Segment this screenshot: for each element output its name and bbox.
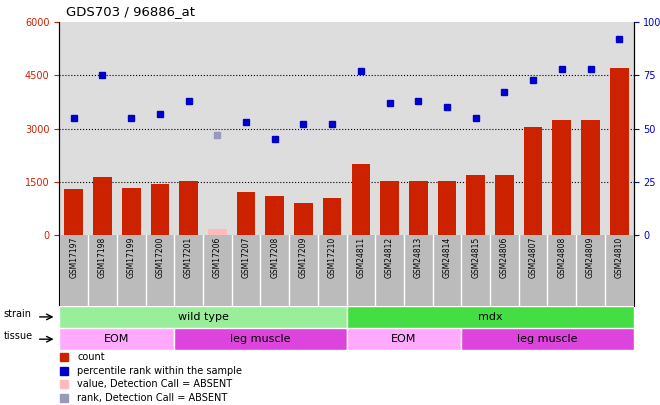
Text: GSM17206: GSM17206 xyxy=(213,237,222,278)
Text: GSM24806: GSM24806 xyxy=(500,237,509,278)
Bar xyxy=(552,120,571,235)
Text: percentile rank within the sample: percentile rank within the sample xyxy=(77,366,242,376)
Text: wild type: wild type xyxy=(178,312,228,322)
Bar xyxy=(581,120,600,235)
Bar xyxy=(495,175,513,235)
Text: GSM17198: GSM17198 xyxy=(98,237,107,278)
Text: GSM24809: GSM24809 xyxy=(586,237,595,278)
Bar xyxy=(122,188,141,235)
Bar xyxy=(610,68,628,235)
Text: mdx: mdx xyxy=(478,312,502,322)
Bar xyxy=(265,196,284,235)
Bar xyxy=(380,181,399,235)
Bar xyxy=(237,192,255,235)
Bar xyxy=(174,328,346,350)
Bar xyxy=(59,306,346,328)
Text: GSM17207: GSM17207 xyxy=(242,237,251,278)
Bar xyxy=(65,189,83,235)
Bar xyxy=(438,181,456,235)
Text: GSM24813: GSM24813 xyxy=(414,237,423,278)
Text: GSM24808: GSM24808 xyxy=(557,237,566,278)
Text: leg muscle: leg muscle xyxy=(230,334,290,344)
Bar xyxy=(323,198,341,235)
Text: value, Detection Call = ABSENT: value, Detection Call = ABSENT xyxy=(77,379,232,390)
Bar xyxy=(150,184,169,235)
Bar xyxy=(59,328,174,350)
Bar xyxy=(409,181,428,235)
Text: EOM: EOM xyxy=(391,334,416,344)
Text: rank, Detection Call = ABSENT: rank, Detection Call = ABSENT xyxy=(77,393,228,403)
Text: GSM17200: GSM17200 xyxy=(155,237,164,278)
Text: EOM: EOM xyxy=(104,334,129,344)
Text: GSM24807: GSM24807 xyxy=(529,237,538,278)
Text: leg muscle: leg muscle xyxy=(517,334,578,344)
Text: GSM24810: GSM24810 xyxy=(614,237,624,278)
Text: GSM17209: GSM17209 xyxy=(299,237,308,278)
Bar xyxy=(467,175,485,235)
Bar xyxy=(346,306,634,328)
Text: GSM17210: GSM17210 xyxy=(327,237,337,278)
Text: GSM24811: GSM24811 xyxy=(356,237,366,278)
Text: strain: strain xyxy=(3,309,31,319)
Bar xyxy=(352,164,370,235)
Text: GSM24812: GSM24812 xyxy=(385,237,394,278)
Bar xyxy=(346,328,461,350)
Text: GSM17208: GSM17208 xyxy=(270,237,279,278)
Text: GSM24815: GSM24815 xyxy=(471,237,480,278)
Text: GDS703 / 96886_at: GDS703 / 96886_at xyxy=(66,5,195,18)
Bar xyxy=(524,127,543,235)
Text: count: count xyxy=(77,352,105,362)
Bar xyxy=(180,181,198,235)
Bar xyxy=(461,328,634,350)
Text: GSM17199: GSM17199 xyxy=(127,237,136,278)
Text: GSM17197: GSM17197 xyxy=(69,237,79,278)
Text: GSM17201: GSM17201 xyxy=(184,237,193,278)
Bar xyxy=(294,203,313,235)
Bar xyxy=(93,177,112,235)
Text: GSM24814: GSM24814 xyxy=(442,237,451,278)
Bar xyxy=(208,228,226,235)
Text: tissue: tissue xyxy=(3,331,32,341)
